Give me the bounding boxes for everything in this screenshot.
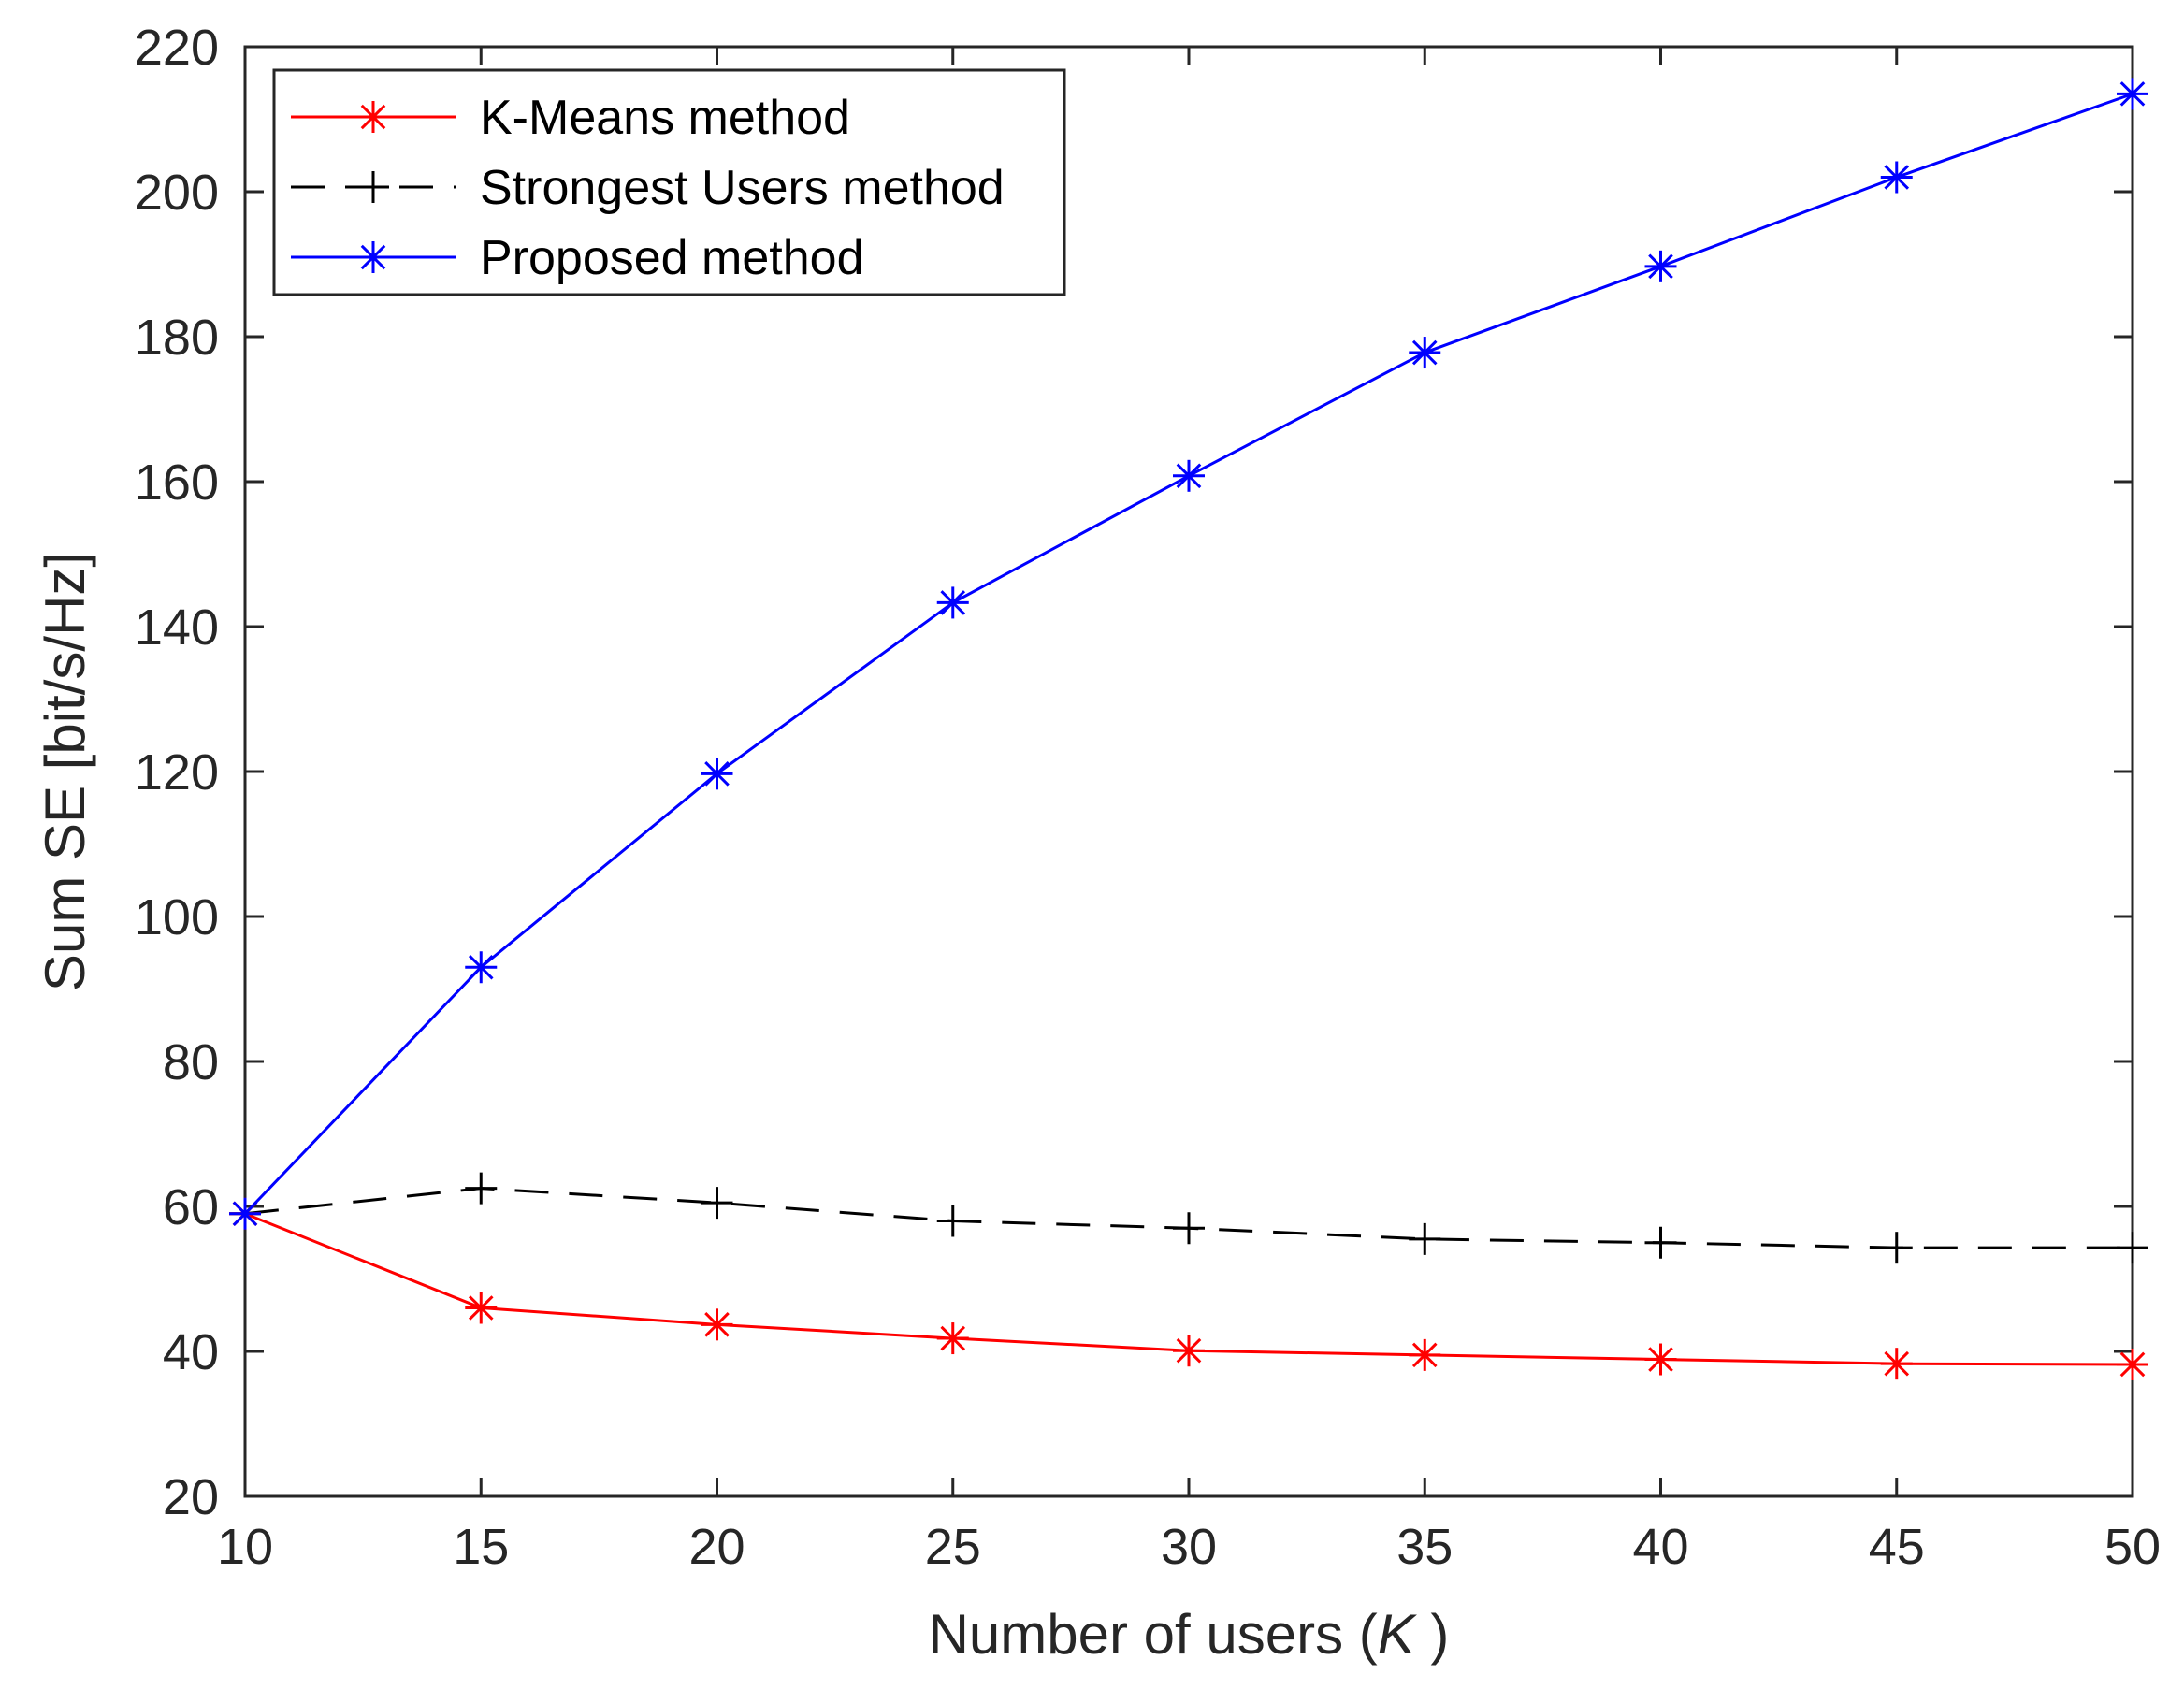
data-point [1644, 1226, 1677, 1259]
data-point [1880, 161, 1913, 194]
data-point [1880, 1232, 1913, 1264]
legend: K-Means method Strongest Users method Prop… [272, 68, 1066, 296]
marker-stroke [1176, 463, 1202, 489]
data-point [1173, 1212, 1205, 1245]
marker-stroke [1884, 165, 1910, 190]
y-tick-label: 60 [163, 1179, 219, 1235]
legend-label: Proposed method [480, 231, 864, 285]
marker-stroke [1176, 1337, 1202, 1364]
data-point [1173, 459, 1205, 492]
data-point [1409, 1222, 1441, 1255]
y-tick-label: 100 [135, 889, 219, 946]
marker-stroke [2119, 1351, 2146, 1378]
data-point [1173, 1335, 1205, 1367]
data-point [701, 1308, 733, 1341]
y-tick-label: 20 [163, 1469, 219, 1525]
marker-stroke [1411, 339, 1438, 366]
marker-stroke [232, 1201, 258, 1227]
y-tick-label: 140 [135, 599, 219, 656]
series-group [229, 78, 2148, 1380]
x-tick-label: 10 [217, 1519, 273, 1575]
marker-stroke [1411, 1342, 1438, 1368]
data-point [936, 1322, 969, 1355]
data-point [936, 586, 969, 619]
x-tick-label: 20 [688, 1519, 745, 1575]
x-tick-label: 30 [1161, 1519, 1217, 1575]
data-point [229, 1197, 261, 1230]
x-axis-label-suffix: ) [1415, 1603, 1450, 1666]
y-tick-label: 120 [135, 744, 219, 801]
data-point [1409, 337, 1441, 369]
marker-stroke [704, 1312, 730, 1337]
x-tick-label: 50 [2104, 1519, 2161, 1575]
marker-stroke [360, 104, 386, 130]
data-point [2117, 1232, 2148, 1264]
axes-group: 10 15 20 25 30 35 40 45 50 20 40 60 80 100 120 140 160 18… [34, 20, 2161, 1666]
marker-stroke [468, 1295, 494, 1321]
x-axis-label-prefix: Number of users ( [929, 1603, 1378, 1666]
x-tick-label: 15 [453, 1519, 509, 1575]
legend-label: K-Means method [480, 91, 850, 145]
x-tick-label: 40 [1632, 1519, 1688, 1575]
data-point [1409, 1338, 1441, 1371]
data-point [2117, 1348, 2148, 1380]
data-point [1644, 250, 1677, 282]
marker-stroke [704, 761, 730, 787]
marker-stroke [1648, 253, 1673, 280]
x-axis-label: Number of users (K ) [929, 1603, 1450, 1666]
marker-stroke [1648, 1347, 1673, 1372]
marker-stroke [940, 590, 966, 615]
data-point [1880, 1348, 1913, 1380]
series-strongest-users-method [229, 1172, 2148, 1264]
x-tick-label: 45 [1869, 1519, 1925, 1575]
marker-stroke [1884, 1350, 1910, 1377]
data-point [465, 1172, 498, 1205]
legend-marker [357, 101, 389, 133]
y-tick-label: 200 [135, 165, 219, 221]
x-axis-label-variable: K [1378, 1603, 1418, 1666]
data-point [465, 1292, 498, 1324]
legend-marker [357, 171, 389, 203]
marker-stroke [940, 1325, 966, 1351]
data-point [2117, 78, 2148, 110]
data-point [701, 1187, 733, 1220]
x-tick-label: 25 [925, 1519, 981, 1575]
data-point [936, 1205, 969, 1237]
x-tick-label: 35 [1396, 1519, 1453, 1575]
marker-stroke [468, 954, 494, 980]
legend-marker [357, 241, 389, 273]
data-point [701, 758, 733, 790]
legend-label: Strongest Users method [480, 161, 1005, 215]
y-tick-label: 160 [135, 455, 219, 511]
marker-stroke [360, 244, 386, 270]
marker-stroke [2119, 81, 2146, 107]
y-tick-label: 220 [135, 20, 219, 76]
series-proposed-method [229, 78, 2148, 1230]
y-tick-label: 180 [135, 310, 219, 366]
y-tick-label: 80 [163, 1034, 219, 1090]
data-point [1644, 1343, 1677, 1376]
y-axis-label: Sum SE [bit/s/Hz] [34, 552, 96, 991]
data-point [465, 951, 498, 984]
y-tick-label: 40 [163, 1324, 219, 1380]
